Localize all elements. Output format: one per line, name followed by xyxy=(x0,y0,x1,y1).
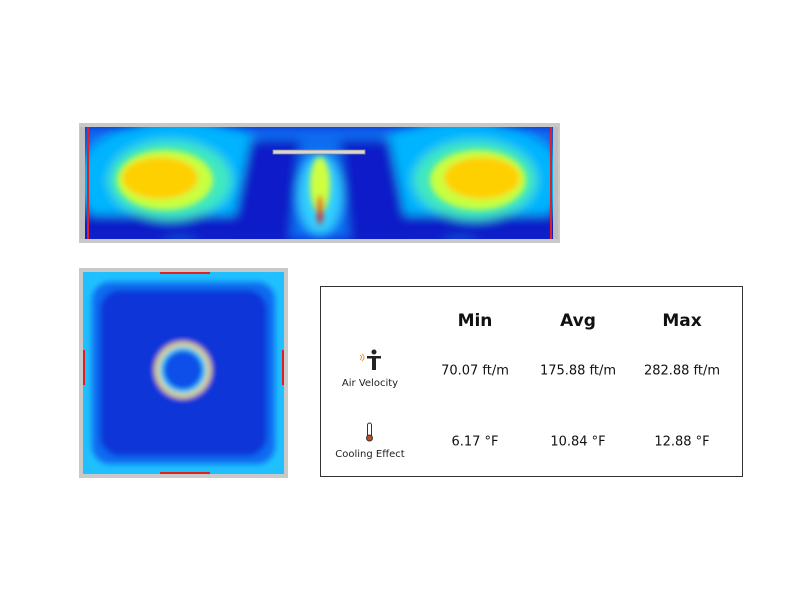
table-cell: 175.88 ft/m xyxy=(540,364,616,379)
table-cell: 12.88 °F xyxy=(654,435,709,450)
column-header: Max xyxy=(662,311,701,331)
table-cell: 10.84 °F xyxy=(550,435,605,450)
results-table: Min Avg Max Air Velocity 70.07 ft/m 175.… xyxy=(320,286,743,477)
top-view-heatmap xyxy=(79,268,288,478)
column-header: Avg xyxy=(560,311,596,331)
side-view-heatmap xyxy=(79,123,560,243)
column-header: Min xyxy=(458,311,493,331)
row-label: Air Velocity xyxy=(342,378,398,389)
table-cell: 6.17 °F xyxy=(451,435,498,450)
table-cell: 282.88 ft/m xyxy=(644,364,720,379)
table-cell: 70.07 ft/m xyxy=(441,364,509,379)
air-velocity-icon xyxy=(359,349,381,370)
row-label: Cooling Effect xyxy=(335,449,404,460)
cooling-effect-icon xyxy=(366,422,373,442)
